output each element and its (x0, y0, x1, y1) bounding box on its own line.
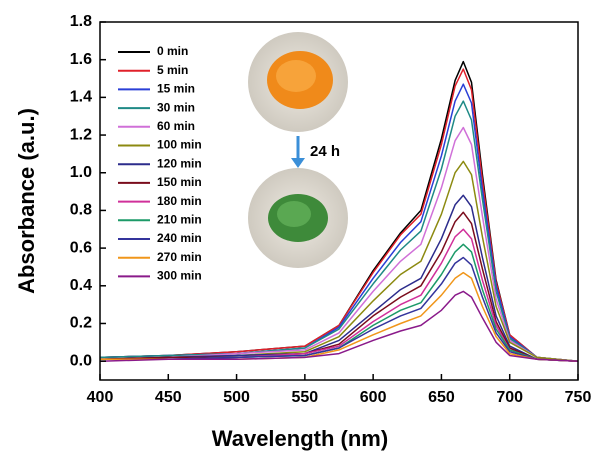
legend-label: 120 min (157, 156, 202, 170)
y-tick-label: 1.2 (70, 126, 92, 143)
x-tick-label: 750 (565, 389, 592, 406)
legend-label: 30 min (157, 100, 195, 114)
chart: 24 h Wavelength (nm) Absorbance (a.u.) 0… (0, 0, 598, 452)
legend-label: 300 min (157, 269, 202, 283)
annotation: 24 h (310, 143, 340, 160)
x-axis-label: Wavelength (nm) (212, 426, 388, 451)
legend-label: 60 min (157, 119, 195, 133)
x-tick-label: 600 (360, 389, 387, 406)
arrow (291, 136, 305, 168)
x-tick-label: 500 (223, 389, 250, 406)
photo-before (248, 32, 348, 132)
legend-label: 15 min (157, 82, 195, 96)
y-tick-label: 0.0 (70, 352, 92, 369)
x-tick-label: 650 (428, 389, 455, 406)
y-axis-label: Absorbance (a.u.) (14, 108, 39, 294)
y-tick-label: 1.6 (70, 51, 92, 68)
x-tick-label: 400 (87, 389, 114, 406)
y-tick-label: 0.8 (70, 202, 92, 219)
y-tick-label: 0.6 (70, 239, 92, 256)
legend-label: 150 min (157, 175, 202, 189)
legend-label: 180 min (157, 194, 202, 208)
legend-label: 100 min (157, 138, 202, 152)
legend-label: 0 min (157, 44, 188, 58)
y-tick-label: 0.4 (70, 277, 92, 294)
photo-after (248, 168, 348, 268)
y-tick-label: 1.8 (70, 13, 92, 30)
x-tick-label: 700 (496, 389, 523, 406)
legend-label: 270 min (157, 250, 202, 264)
y-tick-label: 0.2 (70, 315, 92, 332)
y-tick-label: 1.0 (70, 164, 92, 181)
x-tick-label: 450 (155, 389, 182, 406)
legend-label: 210 min (157, 212, 202, 226)
y-tick-label: 1.4 (70, 89, 92, 106)
legend-label: 240 min (157, 231, 202, 245)
legend-label: 5 min (157, 63, 188, 77)
x-tick-label: 550 (292, 389, 319, 406)
